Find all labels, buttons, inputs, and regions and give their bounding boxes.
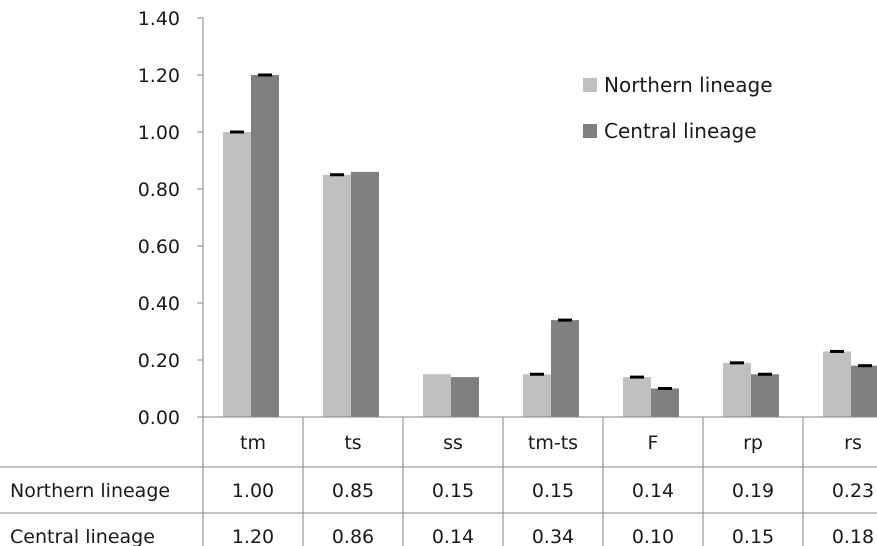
bar-northern-F [623,377,651,417]
data-label: 0.14 [432,526,474,546]
data-label: 0.86 [332,526,374,546]
data-label: 0.23 [832,480,874,502]
bar-northern-ts [323,174,351,417]
chart-axes [197,17,204,418]
bar-central-rp [751,374,779,417]
data-label: 0.14 [632,480,674,502]
data-label: 0.19 [732,480,774,502]
data-label: 1.00 [232,480,274,502]
category-label: tm [240,432,266,454]
data-label: 1.20 [232,526,274,546]
table-row-label: Central lineage [10,526,155,546]
y-tick-label: 0.20 [138,350,180,372]
legend-label: Central lineage [604,119,757,143]
bar-central-ts [351,171,379,417]
bar-central-F [651,388,679,417]
legend-label: Northern lineage [604,73,773,97]
y-tick-label: 1.20 [138,65,180,87]
category-label: rp [743,432,763,454]
category-label: ss [443,432,463,454]
y-axis-tick-labels: 0.00 0.20 0.40 0.60 0.80 1.00 1.20 1.40 [138,8,180,429]
data-label: 0.10 [632,526,674,546]
category-label: ts [344,432,361,454]
category-label: rs [844,432,862,454]
legend-swatch [583,78,597,92]
y-tick-label: 0.60 [138,236,180,258]
category-label: F [648,432,659,454]
bar-northern-ss [423,374,451,417]
bar-central-rs [851,365,877,417]
y-tick-label: 0.40 [138,293,180,315]
data-label: 0.34 [532,526,574,546]
data-label: 0.15 [532,480,574,502]
data-label: 0.15 [732,526,774,546]
data-label: 0.85 [332,480,374,502]
y-tick-label: 0.80 [138,179,180,201]
bar-central-ss [451,377,479,417]
bar-central-tm [251,75,279,417]
chart-legend: Northern lineage Central lineage [583,73,773,143]
table-row-label: Northern lineage [10,480,170,502]
bar-northern-rs [823,351,851,417]
y-tick-label: 1.40 [138,8,180,30]
legend-swatch [583,124,597,138]
bar-central-tm-ts [551,320,579,417]
y-tick-label: 1.00 [138,122,180,144]
data-label: 0.15 [432,480,474,502]
data-label: 0.18 [832,526,874,546]
bar-series [223,73,877,417]
bar-northern-tm-ts [523,374,551,417]
bar-northern-tm [223,132,251,417]
y-tick-label: 0.00 [138,407,180,429]
category-label: tm-ts [528,432,578,454]
bar-northern-rp [723,362,751,417]
